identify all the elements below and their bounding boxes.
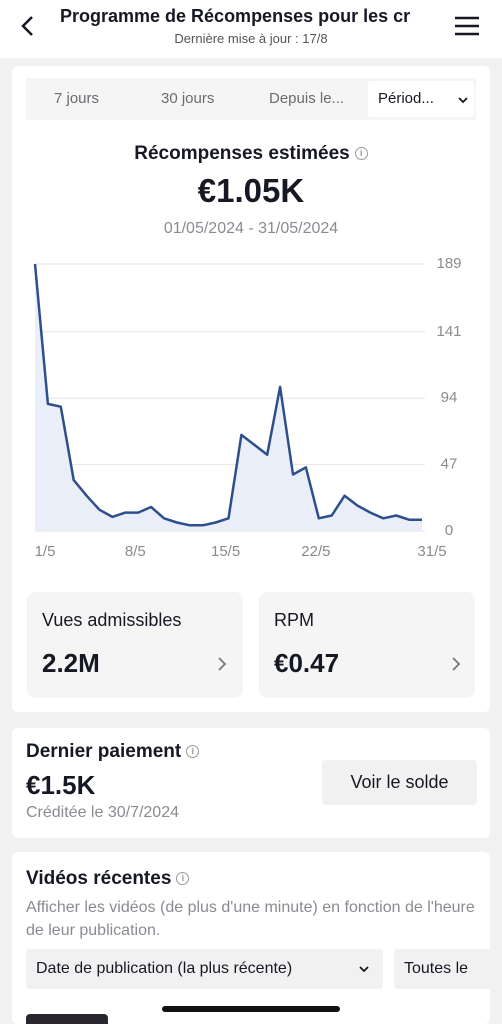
filter[interactable]: Date de publication (la plus récente) — [26, 949, 383, 989]
y-tick-label: 0 — [445, 522, 453, 539]
summary-heading: Récompenses estimées i — [0, 143, 502, 165]
x-tick-label: 1/5 — [35, 543, 56, 560]
info-icon[interactable]: i — [186, 745, 200, 759]
payment-amount: €1.5K — [26, 770, 96, 800]
y-tick-label: 141 — [436, 323, 461, 340]
header: Programme de Récompenses pour les cr Der… — [0, 0, 502, 58]
recent-card: Vidéos récentes i Afficher les vidéos (de… — [12, 852, 490, 1024]
line — [33, 263, 422, 527]
tab-selected[interactable] — [368, 81, 474, 117]
payment-date: Créditée le 30/7/2024 — [26, 804, 179, 821]
info-icon[interactable]: i — [354, 147, 368, 161]
chart: 0 47 94 141 189 1/5 8/5 15/5 22/5 31/5 — [33, 255, 462, 560]
menu-button[interactable] — [454, 16, 480, 36]
stat-label: RPM — [274, 610, 314, 630]
date-range: 01/05/2024 - 31/05/2024 — [163, 220, 339, 237]
page-title: Programme de Récompenses pour les cr — [60, 6, 411, 26]
dropdown-icon — [458, 97, 468, 104]
summary-value: €1.05K — [197, 172, 305, 209]
x-tick-label: 8/5 — [125, 543, 146, 560]
tab[interactable]: Périod... — [378, 90, 434, 107]
tab[interactable]: 30 jours — [161, 90, 215, 107]
stat-value: €0.47 — [274, 648, 340, 678]
back-button[interactable] — [18, 14, 38, 38]
chevron — [452, 657, 461, 671]
tab[interactable]: 7 jours — [54, 90, 100, 107]
filter[interactable]: Toutes le — [394, 949, 490, 989]
dropdown-icon — [359, 966, 369, 973]
recent-title: Vidéos récentes — [26, 868, 172, 889]
video-thumbnail[interactable] — [26, 1014, 108, 1024]
payment-card: Dernier paiement i €1.5K Créditée le 30/7… — [12, 728, 490, 838]
payment-title: Dernier paiement — [26, 741, 182, 762]
y-tick-label: 47 — [441, 456, 458, 473]
filter-label: Date de publication (la plus récente) — [36, 960, 293, 977]
tab[interactable]: Depuis le... — [269, 90, 345, 107]
recent-heading: Vidéos récentes i — [26, 868, 190, 890]
y-tick-label: 189 — [436, 255, 461, 272]
payment-heading: Dernier paiement i — [26, 741, 200, 763]
x-tick-label: 15/5 — [211, 543, 240, 560]
stat-value: 2.2M — [42, 648, 100, 678]
stat-card[interactable]: RPM €0.47 — [259, 592, 475, 698]
x-tick-label: 31/5 — [417, 543, 446, 560]
y-tick-label: 94 — [441, 389, 458, 406]
stat-card[interactable]: Vues admissibles 2.2M — [27, 592, 243, 698]
summary-title: Récompenses estimées — [134, 143, 350, 164]
home-indicator — [162, 1006, 340, 1012]
balance-button[interactable]: Voir le solde — [322, 760, 477, 805]
filter-label: Toutes le — [404, 960, 469, 977]
recent-description: Afficher les vidéos (de plus d'une minut… — [26, 899, 475, 939]
chevron — [218, 657, 227, 671]
last-update: Dernière mise à jour : 17/8 — [174, 31, 328, 46]
info-icon[interactable]: i — [176, 872, 190, 886]
stat-label: Vues admissibles — [42, 610, 182, 630]
area — [35, 264, 422, 531]
x-tick-label: 22/5 — [301, 543, 330, 560]
